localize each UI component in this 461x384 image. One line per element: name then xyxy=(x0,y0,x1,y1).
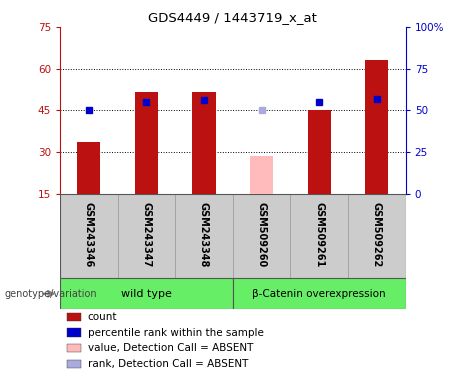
Bar xyxy=(175,194,233,278)
Text: GSM509262: GSM509262 xyxy=(372,202,382,267)
Bar xyxy=(67,359,81,368)
Text: percentile rank within the sample: percentile rank within the sample xyxy=(88,328,264,338)
Text: GSM509260: GSM509260 xyxy=(257,202,266,267)
Bar xyxy=(118,194,175,278)
Bar xyxy=(290,194,348,278)
Bar xyxy=(348,194,406,278)
Text: β-Catenin overexpression: β-Catenin overexpression xyxy=(253,289,386,299)
Text: GSM509261: GSM509261 xyxy=(314,202,324,267)
Bar xyxy=(193,92,216,194)
Bar xyxy=(77,142,100,194)
Bar xyxy=(250,156,273,194)
Text: genotype/variation: genotype/variation xyxy=(5,289,97,299)
Bar xyxy=(308,111,331,194)
Title: GDS4449 / 1443719_x_at: GDS4449 / 1443719_x_at xyxy=(148,11,317,24)
Text: wild type: wild type xyxy=(121,289,172,299)
Bar xyxy=(67,344,81,353)
Bar xyxy=(67,328,81,337)
Bar xyxy=(67,313,81,321)
Text: GSM243348: GSM243348 xyxy=(199,202,209,267)
Bar xyxy=(233,278,406,309)
Bar xyxy=(60,194,118,278)
Bar xyxy=(365,60,388,194)
Text: value, Detection Call = ABSENT: value, Detection Call = ABSENT xyxy=(88,343,253,353)
Text: GSM243346: GSM243346 xyxy=(84,202,94,267)
Bar xyxy=(135,92,158,194)
Text: rank, Detection Call = ABSENT: rank, Detection Call = ABSENT xyxy=(88,359,248,369)
Text: count: count xyxy=(88,312,117,322)
Bar xyxy=(60,278,233,309)
Bar xyxy=(233,194,290,278)
Text: GSM243347: GSM243347 xyxy=(142,202,151,267)
